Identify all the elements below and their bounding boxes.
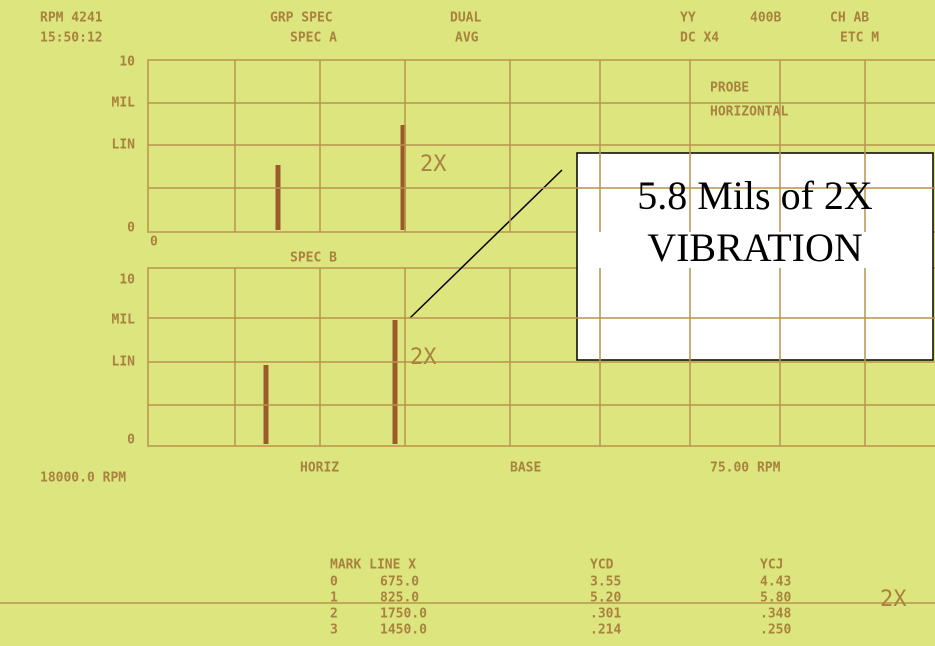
table-cell: 825.0: [380, 591, 419, 606]
table-cell: 2: [330, 607, 338, 622]
table-cell: .348: [760, 607, 791, 622]
row-note: 2X: [880, 587, 907, 612]
table-header: MARK LINE X: [330, 558, 416, 573]
callout-text: 5.8 Mils of 2X: [637, 173, 873, 218]
table-header: YCD: [590, 558, 614, 573]
table-cell: 3: [330, 623, 338, 638]
header-text: 15:50:12: [40, 31, 103, 46]
table-cell: 1: [330, 591, 338, 606]
y-label: MIL: [112, 313, 136, 328]
header-text: YY: [680, 11, 696, 26]
header-text: SPEC A: [290, 31, 337, 46]
y-label: MIL: [112, 96, 136, 111]
x-label: 0: [150, 235, 158, 250]
panel-title: SPEC B: [290, 251, 337, 266]
table-cell: 1750.0: [380, 607, 427, 622]
header-text: GRP SPEC: [270, 11, 333, 26]
table-cell: 3.55: [590, 575, 621, 590]
callout-leader: [409, 169, 563, 319]
table-header: YCJ: [760, 558, 783, 573]
y-label: LIN: [112, 138, 136, 153]
table-cell: .250: [760, 623, 791, 638]
side-label: PROBE: [710, 81, 749, 96]
table-cell: 5.80: [760, 591, 791, 606]
header-text: AVG: [455, 31, 479, 46]
footer-text: 75.00 RPM: [710, 461, 781, 476]
header-text: RPM 4241: [40, 11, 103, 26]
table-cell: 675.0: [380, 575, 419, 590]
table-cell: 1450.0: [380, 623, 427, 638]
table-cell: .214: [590, 623, 621, 638]
y-label: 10: [119, 273, 135, 288]
y-label: 0: [127, 433, 135, 448]
printout: [0, 59, 935, 604]
table-cell: 4.43: [760, 575, 791, 590]
footer-text: BASE: [510, 461, 541, 476]
footer-text: HORIZ: [300, 461, 339, 476]
footer-text: 18000.0 RPM: [40, 471, 126, 486]
peak-note: 2X: [410, 345, 437, 370]
peak-note: 2X: [420, 152, 447, 177]
table-cell: .301: [590, 607, 621, 622]
callout-text: VIBRATION: [647, 225, 863, 270]
bottom-frame: [147, 267, 935, 447]
side-label: HORIZONTAL: [710, 105, 788, 120]
header-text: CH AB: [830, 11, 869, 26]
table-cell: 5.20: [590, 591, 621, 606]
y-label: LIN: [112, 355, 136, 370]
header-text: ETC M: [840, 31, 879, 46]
y-label: 0: [127, 221, 135, 236]
table-cell: 0: [330, 575, 338, 590]
header-text: DC X4: [680, 31, 719, 46]
y-label: 10: [119, 55, 135, 70]
header-text: DUAL: [450, 11, 481, 26]
header-text: 400B: [750, 11, 781, 26]
